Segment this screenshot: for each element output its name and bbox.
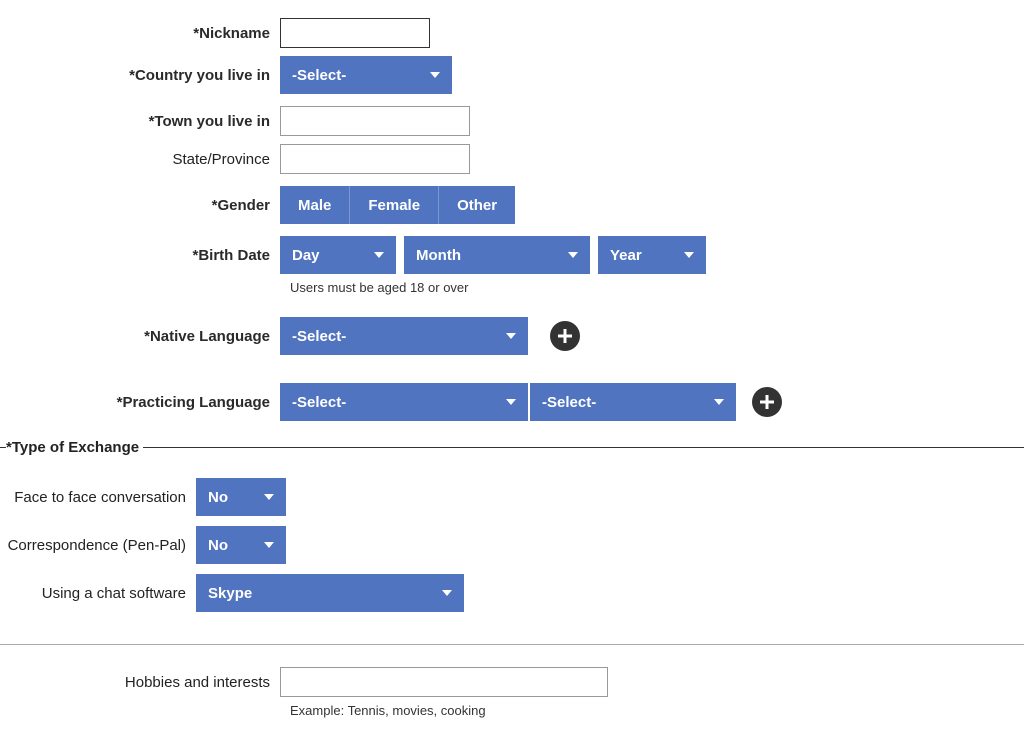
label-state: State/Province xyxy=(0,151,280,168)
chevron-down-icon xyxy=(264,494,274,500)
gender-option-male[interactable]: Male xyxy=(280,186,350,224)
label-gender: *Gender xyxy=(0,197,280,214)
chat-software-select[interactable]: Skype xyxy=(196,574,464,612)
chevron-down-icon xyxy=(374,252,384,258)
row-penpal: Correspondence (Pen-Pal) No xyxy=(0,526,1024,564)
row-nickname: *Nickname xyxy=(0,18,1024,48)
face-to-face-value: No xyxy=(208,489,228,506)
row-hobbies: Hobbies and interests xyxy=(0,667,1024,697)
practicing-language-select[interactable]: -Select- xyxy=(280,383,528,421)
row-town: *Town you live in xyxy=(0,106,1024,136)
chevron-down-icon xyxy=(506,399,516,405)
native-language-value: -Select- xyxy=(292,328,346,345)
birth-year-select[interactable]: Year xyxy=(598,236,706,274)
row-native-language: *Native Language -Select- xyxy=(0,317,1024,355)
type-of-exchange-legend: *Type of Exchange xyxy=(6,439,143,456)
section-divider xyxy=(0,644,1024,645)
nickname-input[interactable] xyxy=(280,18,430,48)
label-chat-software: Using a chat software xyxy=(0,585,196,602)
penpal-value: No xyxy=(208,537,228,554)
country-select[interactable]: -Select- xyxy=(280,56,452,94)
birth-day-select[interactable]: Day xyxy=(280,236,396,274)
label-penpal: Correspondence (Pen-Pal) xyxy=(0,537,196,554)
native-language-select[interactable]: -Select- xyxy=(280,317,528,355)
chevron-down-icon xyxy=(506,333,516,339)
label-country: *Country you live in xyxy=(0,67,280,84)
hobbies-hint: Example: Tennis, movies, cooking xyxy=(290,703,1024,718)
row-state: State/Province xyxy=(0,144,1024,174)
row-face-to-face: Face to face conversation No xyxy=(0,478,1024,516)
face-to-face-select[interactable]: No xyxy=(196,478,286,516)
chevron-down-icon xyxy=(442,590,452,596)
birth-month-select[interactable]: Month xyxy=(404,236,590,274)
country-select-value: -Select- xyxy=(292,67,346,84)
label-town: *Town you live in xyxy=(0,113,280,130)
label-nickname: *Nickname xyxy=(0,25,280,42)
chevron-down-icon xyxy=(430,72,440,78)
type-of-exchange-fieldset: *Type of Exchange Face to face conversat… xyxy=(0,439,1024,630)
label-birth: *Birth Date xyxy=(0,247,280,264)
chevron-down-icon xyxy=(684,252,694,258)
row-country: *Country you live in -Select- xyxy=(0,56,1024,94)
label-hobbies: Hobbies and interests xyxy=(0,674,280,691)
row-practicing-language: *Practicing Language -Select- -Select- xyxy=(0,383,1024,421)
gender-option-other[interactable]: Other xyxy=(439,186,515,224)
label-face-to-face: Face to face conversation xyxy=(0,489,196,506)
practicing-language-value: -Select- xyxy=(292,394,346,411)
profile-form: *Nickname *Country you live in -Select- … xyxy=(0,0,1024,718)
hobbies-input[interactable] xyxy=(280,667,608,697)
state-input[interactable] xyxy=(280,144,470,174)
row-gender: *Gender Male Female Other xyxy=(0,186,1024,224)
add-practicing-language-button[interactable] xyxy=(752,387,782,417)
plus-icon xyxy=(557,328,573,344)
add-native-language-button[interactable] xyxy=(550,321,580,351)
chevron-down-icon xyxy=(264,542,274,548)
penpal-select[interactable]: No xyxy=(196,526,286,564)
birth-day-value: Day xyxy=(292,247,320,264)
gender-option-female[interactable]: Female xyxy=(350,186,439,224)
birth-year-value: Year xyxy=(610,247,642,264)
label-practicing-language: *Practicing Language xyxy=(0,394,280,411)
town-input[interactable] xyxy=(280,106,470,136)
chat-software-value: Skype xyxy=(208,585,252,602)
chevron-down-icon xyxy=(568,252,578,258)
plus-icon xyxy=(759,394,775,410)
gender-button-group: Male Female Other xyxy=(280,186,515,224)
practicing-level-select[interactable]: -Select- xyxy=(530,383,736,421)
row-birth: *Birth Date Day Month Year xyxy=(0,236,1024,274)
chevron-down-icon xyxy=(714,399,724,405)
label-native-language: *Native Language xyxy=(0,328,280,345)
birth-hint: Users must be aged 18 or over xyxy=(290,280,1024,295)
row-chat-software: Using a chat software Skype xyxy=(0,574,1024,612)
practicing-level-value: -Select- xyxy=(542,394,596,411)
birth-month-value: Month xyxy=(416,247,461,264)
